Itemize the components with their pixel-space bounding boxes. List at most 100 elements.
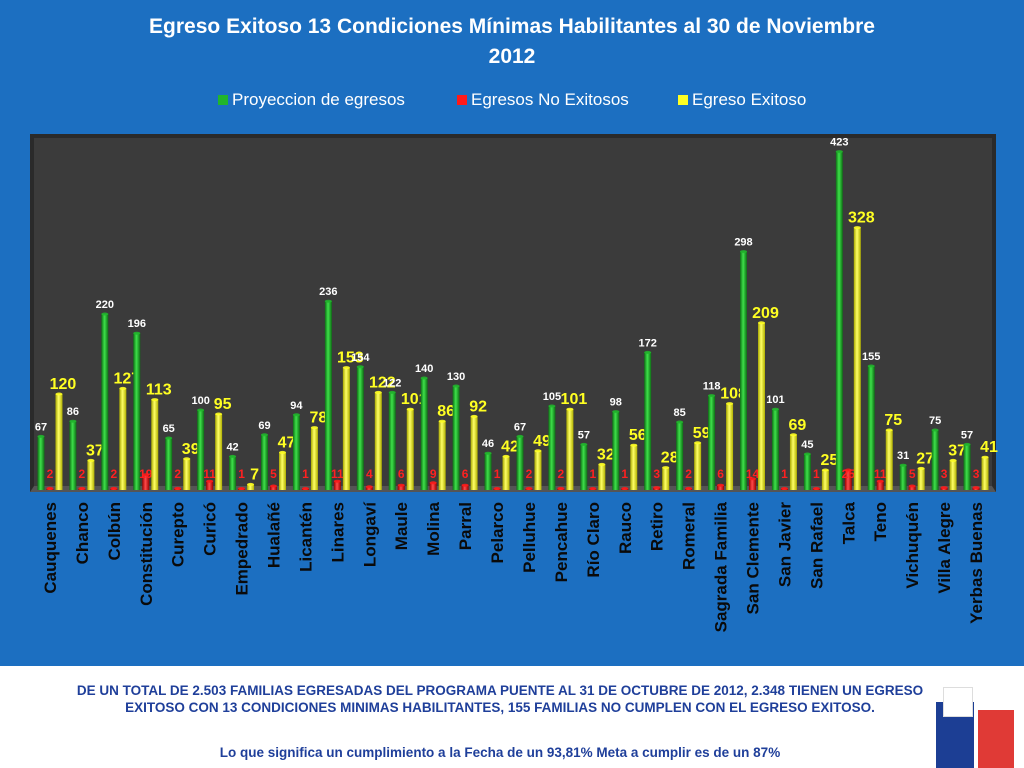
bar-exitoso-6 [247, 484, 255, 490]
bar-exitoso-24 [821, 470, 829, 490]
bar-cap-no-exitosos-23 [780, 487, 788, 490]
bar-cap-exitoso-11 [406, 407, 414, 411]
bar-proyeccion-22 [740, 251, 747, 490]
bar-proyeccion-2 [101, 314, 109, 490]
data-label-exitoso-6: 7 [250, 466, 259, 483]
bar-cap-exitoso-19 [662, 466, 670, 470]
bar-cap-proyeccion-17 [580, 442, 588, 446]
bar-cap-no-exitosos-11 [397, 483, 405, 487]
bar-cap-exitoso-22 [758, 321, 765, 325]
bar-cap-proyeccion-4 [165, 436, 173, 440]
bar-cap-exitoso-3 [151, 398, 159, 402]
chart-legend: Proyeccion de egresos Egresos No Exitoso… [0, 88, 1024, 112]
footer: DE UN TOTAL DE 2.503 FAMILIAS EGRESADAS … [0, 666, 1024, 768]
bar-cap-exitoso-21 [726, 402, 734, 406]
bar-cap-proyeccion-29 [963, 442, 971, 446]
bar-cap-proyeccion-25 [835, 150, 843, 154]
data-label-no-exitosos-23: 1 [781, 467, 788, 481]
category-label-17: Río Claro [584, 502, 603, 578]
bar-cap-proyeccion-1 [69, 419, 77, 423]
logo-red-block [978, 710, 1014, 768]
data-label-proyeccion-18: 98 [610, 397, 622, 409]
bar-exitoso-12 [438, 421, 446, 490]
bar-proyeccion-5 [197, 410, 205, 490]
bar-cap-proyeccion-28 [931, 428, 939, 432]
bar-exitoso-0 [55, 394, 63, 490]
data-label-no-exitosos-5: 11 [203, 467, 216, 481]
bar-proyeccion-21 [708, 395, 716, 490]
plot-area [34, 138, 992, 490]
bar-cap-proyeccion-0 [37, 434, 45, 438]
category-label-4: Curepto [169, 502, 188, 567]
category-label-19: Retiro [648, 502, 667, 551]
category-label-11: Maule [392, 502, 411, 550]
bar-no-exitosos-10 [365, 486, 373, 490]
category-label-15: Pelluhue [520, 502, 539, 573]
data-label-proyeccion-23: 101 [766, 394, 784, 406]
category-label-6: Empedrado [233, 502, 252, 596]
data-label-proyeccion-16: 105 [543, 391, 561, 403]
category-label-2: Colbún [105, 502, 124, 561]
bar-exitoso-15 [534, 450, 542, 490]
bar-cap-proyeccion-15 [516, 434, 524, 438]
bar-exitoso-2 [119, 388, 127, 490]
bar-cap-proyeccion-21 [708, 394, 716, 398]
data-label-proyeccion-14: 46 [482, 438, 494, 450]
bar-exitoso-27 [917, 468, 925, 490]
bar-exitoso-7 [279, 452, 286, 490]
data-label-no-exitosos-28: 3 [941, 467, 948, 481]
bar-proyeccion-15 [516, 436, 524, 490]
bar-cap-proyeccion-26 [867, 364, 875, 368]
bar-proyeccion-19 [644, 352, 652, 490]
data-label-proyeccion-27: 31 [897, 450, 909, 462]
bar-exitoso-9 [342, 367, 350, 490]
bar-cap-no-exitosos-10 [365, 485, 373, 489]
bar-cap-no-exitosos-2 [110, 486, 118, 490]
bar-cap-proyeccion-10 [356, 365, 364, 369]
bar-proyeccion-29 [963, 444, 971, 490]
bar-cap-proyeccion-14 [484, 451, 492, 455]
data-label-proyeccion-2: 220 [96, 299, 114, 311]
bar-cap-exitoso-7 [279, 450, 286, 454]
category-label-1: Chanco [73, 502, 92, 564]
bar-no-exitosos-27 [908, 486, 916, 490]
bar-proyeccion-3 [133, 333, 141, 490]
bar-proyeccion-17 [580, 444, 588, 490]
bar-cap-exitoso-12 [438, 419, 446, 423]
bar-cap-proyeccion-13 [452, 384, 460, 388]
data-label-no-exitosos-6: 1 [238, 467, 245, 481]
bar-cap-exitoso-29 [981, 455, 989, 459]
bar-cap-exitoso-5 [215, 412, 223, 416]
bar-cap-exitoso-18 [630, 443, 638, 447]
bar-proyeccion-20 [676, 422, 684, 490]
data-label-exitoso-0: 120 [50, 376, 77, 393]
data-label-exitoso-7: 47 [278, 434, 296, 451]
bar-exitoso-20 [694, 442, 702, 490]
bar-cap-proyeccion-3 [133, 331, 141, 335]
bar-proyeccion-0 [37, 436, 45, 490]
category-label-10: Longaví [360, 501, 379, 567]
legend-label-no-exitosos: Egresos No Exitosos [471, 90, 629, 109]
data-label-exitoso-24: 25 [820, 452, 838, 469]
bar-no-exitosos-26 [876, 481, 884, 490]
bar-cap-no-exitosos-7 [270, 484, 277, 488]
data-label-proyeccion-4: 65 [163, 423, 175, 435]
bar-cap-no-exitosos-29 [972, 486, 980, 490]
data-label-exitoso-14: 42 [501, 438, 519, 455]
data-label-proyeccion-10: 154 [351, 352, 370, 364]
bar-cap-exitoso-14 [502, 454, 510, 458]
category-label-12: Molina [424, 501, 443, 555]
bar-no-exitosos-3 [142, 474, 150, 490]
category-label-9: Linares [328, 502, 347, 562]
bar-cap-no-exitosos-28 [940, 486, 948, 490]
bar-proyeccion-27 [899, 465, 907, 490]
bar-proyeccion-4 [165, 438, 173, 490]
legend-swatch-yellow [678, 95, 688, 105]
data-label-no-exitosos-4: 2 [174, 467, 181, 481]
data-label-exitoso-20: 59 [693, 425, 711, 442]
data-label-proyeccion-15: 67 [514, 421, 526, 433]
footer-summary: DE UN TOTAL DE 2.503 FAMILIAS EGRESADAS … [76, 683, 924, 715]
bar-proyeccion-18 [612, 411, 620, 490]
bar-cap-no-exitosos-25 [844, 468, 852, 472]
bar-cap-no-exitosos-21 [717, 483, 725, 487]
